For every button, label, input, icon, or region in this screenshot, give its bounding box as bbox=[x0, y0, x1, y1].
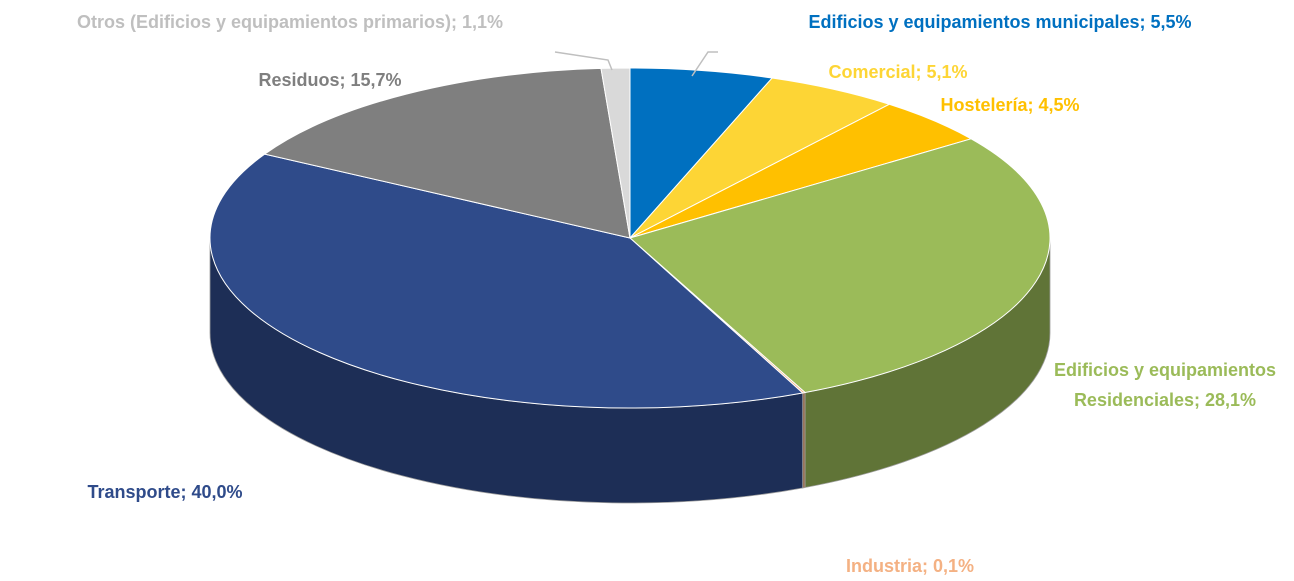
data-label: Edificios y equipamientos Residenciales;… bbox=[1053, 360, 1277, 410]
data-label: Residuos; 15,7% bbox=[258, 70, 402, 90]
pie-slice bbox=[628, 138, 1051, 394]
data-label: Transporte; 40,0% bbox=[87, 482, 243, 502]
pie-slice bbox=[263, 67, 631, 239]
data-label: Edificios y equipamientos municipales; 5… bbox=[808, 12, 1192, 32]
data-label: Hostelería; 4,5% bbox=[940, 95, 1080, 115]
pie-slice bbox=[600, 67, 631, 239]
data-label: Otros (Edificios y equipamientos primari… bbox=[76, 12, 504, 32]
pie-slice bbox=[629, 67, 774, 240]
leader-line bbox=[691, 51, 718, 77]
data-label: Comercial; 5,1% bbox=[828, 62, 968, 82]
data-label: Industria; 0,1% bbox=[845, 556, 975, 576]
pie-tops bbox=[209, 67, 1051, 409]
pie-slice bbox=[209, 153, 804, 409]
leader-line bbox=[554, 51, 613, 71]
